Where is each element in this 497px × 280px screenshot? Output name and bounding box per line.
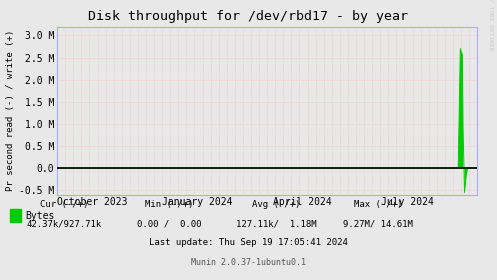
Text: RRDTOOL / TOBI OETIKER: RRDTOOL / TOBI OETIKER [489,0,494,50]
Text: Min (-/+): Min (-/+) [145,200,193,209]
Text: Munin 2.0.37-1ubuntu0.1: Munin 2.0.37-1ubuntu0.1 [191,258,306,267]
Text: Disk throughput for /dev/rbd17 - by year: Disk throughput for /dev/rbd17 - by year [88,10,409,23]
Text: 9.27M/ 14.61M: 9.27M/ 14.61M [343,220,413,229]
Text: 127.11k/  1.18M: 127.11k/ 1.18M [236,220,316,229]
Y-axis label: Pr second read (-) / write (+): Pr second read (-) / write (+) [6,30,15,191]
Text: Bytes: Bytes [25,211,54,221]
Text: 42.37k/927.71k: 42.37k/927.71k [27,220,102,229]
Text: Avg (-/+): Avg (-/+) [251,200,300,209]
Text: Last update: Thu Sep 19 17:05:41 2024: Last update: Thu Sep 19 17:05:41 2024 [149,238,348,247]
Text: Cur (-/+): Cur (-/+) [40,200,89,209]
Text: 0.00 /  0.00: 0.00 / 0.00 [137,220,201,229]
Text: Max (-/+): Max (-/+) [353,200,402,209]
